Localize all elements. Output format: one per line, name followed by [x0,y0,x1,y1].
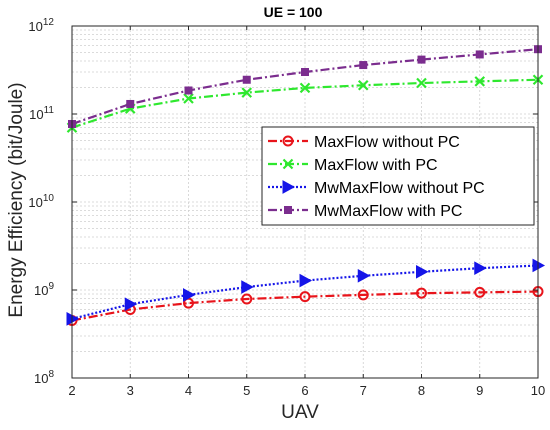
data-point [299,273,313,288]
data-point [474,261,487,276]
series-line [71,78,539,129]
legend-label: MwMaxFlow with PC [314,203,462,220]
x-axis-label: UAV [281,402,319,423]
legend-label: MaxFlow with PC [314,157,438,174]
data-point [126,99,135,108]
data-point [357,289,369,301]
legend: MaxFlow without PC MaxFlow with PC MwMaxFl… [261,126,535,226]
data-point [299,291,311,303]
y-axis-ticks: 108 109 1010 1011 1012 [28,17,538,386]
x-tick-label: 3 [127,383,134,398]
legend-marker [284,206,292,214]
x-tick-label: 10 [531,383,545,398]
data-point [241,280,254,294]
legend-label: MaxFlow without PC [314,134,460,151]
legend-item: MwMaxFlow with PC [268,203,462,220]
x-tick-label: 8 [418,383,425,398]
legend-marker [282,135,294,147]
x-tick-label: 6 [301,383,308,398]
data-point [183,288,196,302]
y-tick-label: 109 [34,281,54,298]
data-point [357,80,369,91]
legend-box [261,126,535,226]
data-point [417,55,426,64]
data-point [241,87,253,98]
data-point [242,75,251,84]
legend-item: MwMaxFlow without PC [268,180,485,197]
data-point [184,86,193,95]
y-axis-label: Energy Efficiency (bit/Joule) [6,82,27,317]
y-tick-label: 1011 [29,105,54,122]
data-point [474,76,486,87]
x-tick-label: 5 [243,383,250,398]
data-point [475,50,484,59]
data-point [416,264,429,279]
legend-marker [282,180,296,194]
chart-title: UE = 100 [264,4,323,20]
legend-item: MaxFlow without PC [268,134,460,151]
data-point [241,293,253,305]
y-tick-label: 1010 [28,193,54,210]
data-point [416,77,427,89]
data-point [357,268,371,283]
x-tick-label: 4 [185,383,192,398]
y-tick-label: 1012 [28,17,54,34]
x-tick-label: 7 [360,383,367,398]
data-point [301,68,309,77]
data-point [183,93,194,104]
legend-marker [282,158,294,170]
data-point [474,286,486,298]
series-3 [68,45,542,128]
x-tick-label: 9 [476,383,483,398]
data-point [124,297,138,312]
x-axis-ticks: 2 3 4 5 6 7 8 9 10 [68,26,545,398]
legend-label: MwMaxFlow without PC [314,180,485,197]
y-tick-label: 108 [34,369,54,386]
data-point [299,82,311,94]
x-tick-label: 2 [68,383,75,398]
legend-item: MaxFlow with PC [268,157,438,174]
data-point [416,287,427,299]
data-point [359,61,368,70]
series-line [71,290,539,322]
